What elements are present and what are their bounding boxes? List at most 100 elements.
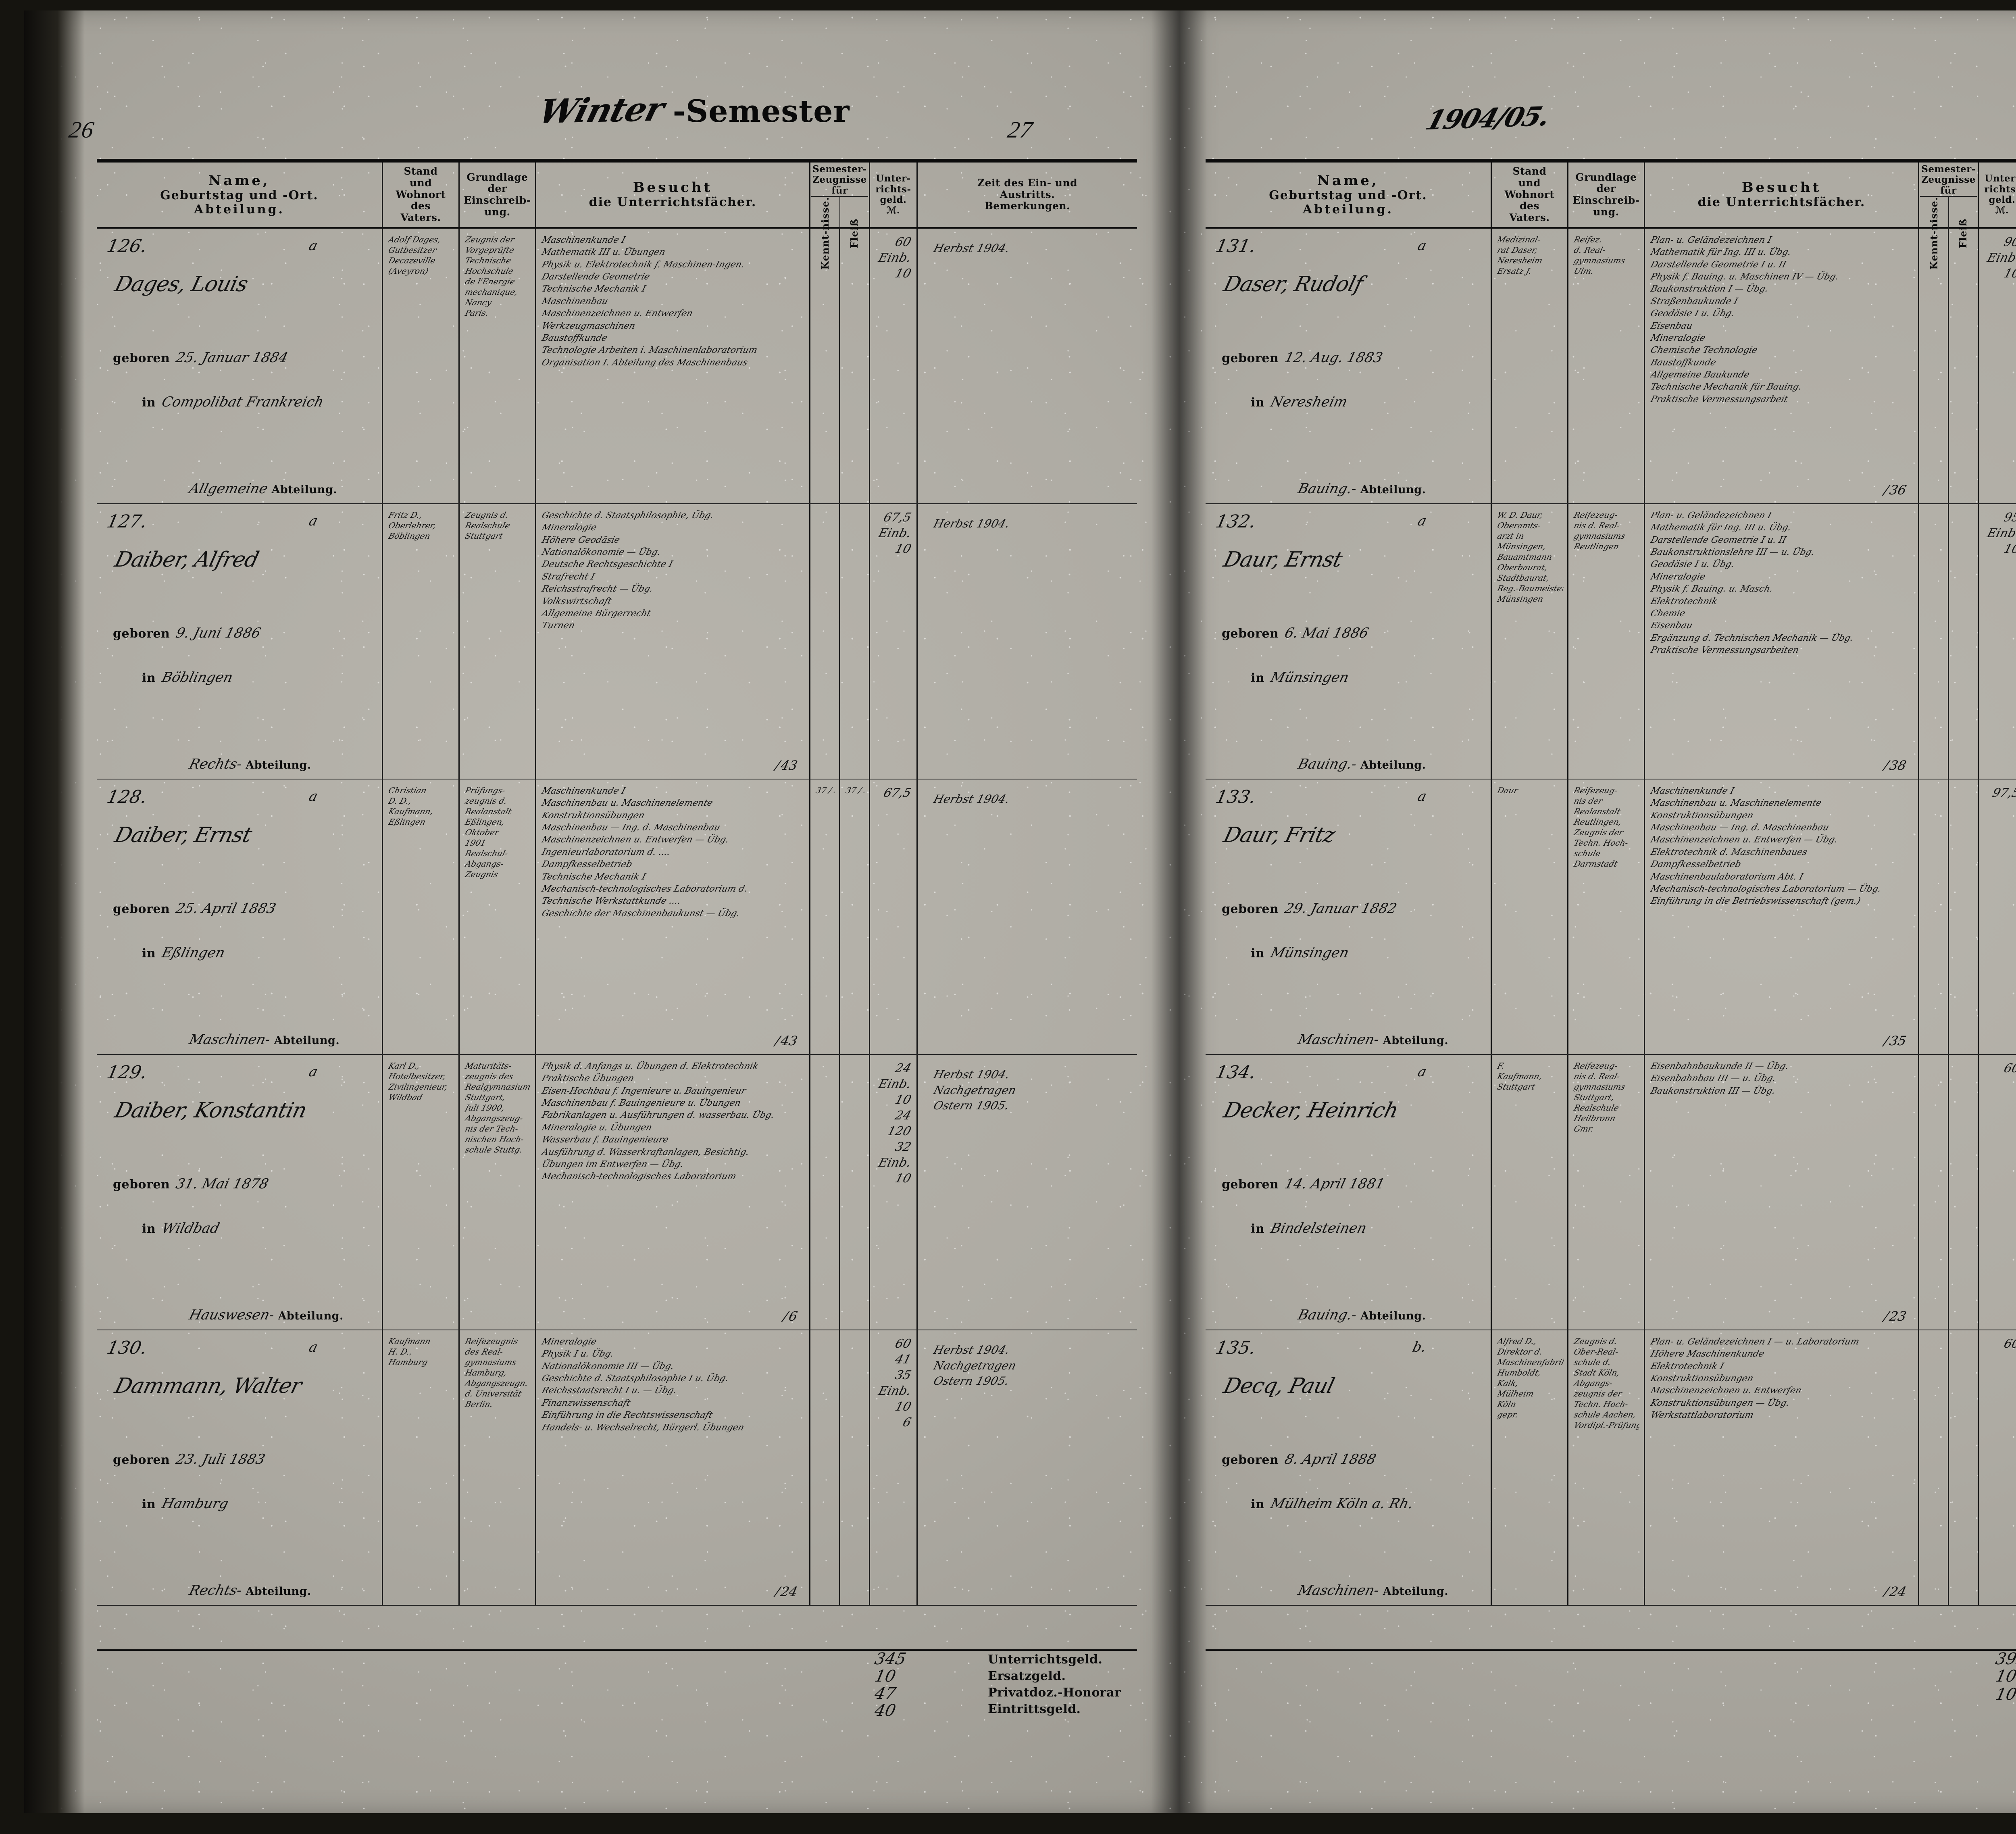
cell-stand-wohnort-vater[interactable]: Alfred D., Direktor d. Maschinenfabrik Humb… <box>1492 1330 1568 1605</box>
zeit-note: Herbst 1904. <box>932 792 1011 806</box>
cell-grundlage-einschreibung[interactable]: Zeugnis d. Ober-Real-schule d. Stadt Köln,… <box>1568 1330 1645 1605</box>
cell-zeugnis-kenntnisse[interactable] <box>810 1055 840 1330</box>
table-row[interactable]: 130. a Dammann, Walter geboren 23. Juli 1883… <box>97 1330 1137 1606</box>
cell-zeit-bemerkungen[interactable]: Herbst 1904. <box>918 779 1137 1054</box>
cell-unterrichtsgeld[interactable]: 60 Einb. 10 <box>870 229 918 503</box>
table-row[interactable]: 134. a Decker, Heinrich geboren 14. April 18… <box>1206 1055 2016 1330</box>
cell-besucht-faecher[interactable]: Eisenbahnbaukunde II — Übg. Eisenbahnbau … <box>1645 1055 1919 1330</box>
handwritten-line: Zeugnis d. <box>1572 1336 1618 1346</box>
cell-zeugnis-fleiss[interactable] <box>840 229 870 503</box>
cell-zeit-bemerkungen[interactable]: Herbst 1904. <box>918 504 1137 779</box>
cell-name[interactable]: 127. a Daiber, Alfred geboren 9. Juni 1886 in… <box>97 504 383 779</box>
cell-stand-wohnort-vater[interactable]: W. D. Daur, Oberamts-arzt in Münsingen, Bau… <box>1492 504 1568 779</box>
cell-name[interactable]: 132. a Daur, Ernst geboren 6. Mai 1886 in Müns… <box>1206 504 1492 779</box>
cell-grundlage-einschreibung[interactable]: Zeugnis der Vorgeprüfte Technische Hochschu… <box>460 229 536 503</box>
zeit-note: Herbst 1904. <box>932 517 1011 530</box>
cell-zeugnis-fleiss[interactable] <box>1949 504 1979 779</box>
header-zeit-l1: Zeit des Ein- und <box>977 177 1078 189</box>
table-row[interactable]: 131. a Daser, Rudolf geboren 12. Aug. 1883 in… <box>1206 229 2016 504</box>
handwritten-line: Mathematik für Ing. III u. Übg. <box>1649 247 1793 258</box>
handwritten-line: Mineralogie <box>540 1337 598 1347</box>
cell-name[interactable]: 135. b. Decq, Paul geboren 8. April 1888 in Mü… <box>1206 1330 1492 1605</box>
table-row[interactable]: 135. b. Decq, Paul geboren 8. April 1888 in Mü… <box>1206 1330 2016 1606</box>
cell-name[interactable]: 134. a Decker, Heinrich geboren 14. April 18… <box>1206 1055 1492 1330</box>
cell-name[interactable]: 128. a Daiber, Ernst geboren 25. April 1883 i… <box>97 779 383 1054</box>
cell-zeugnis-kenntnisse[interactable] <box>1919 1055 1949 1330</box>
cell-name[interactable]: 129. a Daiber, Konstantin geboren 31. Mai 18… <box>97 1055 383 1330</box>
cell-unterrichtsgeld[interactable]: 95 Einb. 10 <box>1979 504 2016 779</box>
cell-zeit-bemerkungen[interactable]: Herbst 1904. Nachgetragen Ostern 1905. <box>918 1330 1137 1605</box>
cell-grundlage-einschreibung[interactable]: Prüfungs-zeugnis d. Realanstalt Eßlingen, O… <box>460 779 536 1054</box>
cell-zeugnis-fleiss[interactable] <box>1949 229 1979 503</box>
cell-stand-wohnort-vater[interactable]: Christian D. D., Kaufmann, Eßlingen <box>383 779 460 1054</box>
cell-grundlage-einschreibung[interactable]: Reifezeug-nis d. Real-gymnasiums Reutling… <box>1568 504 1645 779</box>
cell-zeugnis-fleiss[interactable] <box>840 1330 870 1605</box>
cell-stand-wohnort-vater[interactable]: F. Kaufmann, Stuttgart <box>1492 1055 1568 1330</box>
entry-birth-date: 23. Juli 1883 <box>174 1451 267 1467</box>
table-row[interactable]: 132. a Daur, Ernst geboren 6. Mai 1886 in Müns… <box>1206 504 2016 779</box>
cell-grundlage-einschreibung[interactable]: Reifezeug-nis d. Real-gymnasiums Stuttgar… <box>1568 1055 1645 1330</box>
cell-zeit-bemerkungen[interactable]: Herbst 1904. <box>918 229 1137 503</box>
cell-zeugnis-fleiss[interactable] <box>1949 1055 1979 1330</box>
cell-grundlage-einschreibung[interactable]: Reifez. d. Real-gymnasiums Ulm. <box>1568 229 1645 503</box>
cell-unterrichtsgeld[interactable]: 60 <box>1979 1055 2016 1330</box>
cell-stand-wohnort-vater[interactable]: Adolf Dages, Gutbesitzer Decazeville (Aveyr… <box>383 229 460 503</box>
table-row[interactable]: 128. a Daiber, Ernst geboren 25. April 1883 i… <box>97 779 1137 1055</box>
cell-unterrichtsgeld[interactable]: 24 Einb. 10 24 120 32 Einb. 10 <box>870 1055 918 1330</box>
cell-besucht-faecher[interactable]: Maschinenkunde I Maschinenbau u. Maschine… <box>536 779 810 1054</box>
cell-name[interactable]: 130. a Dammann, Walter geboren 23. Juli 1883… <box>97 1330 383 1605</box>
cell-unterrichtsgeld[interactable]: 67,5 <box>870 779 918 1054</box>
cell-stand-wohnort-vater[interactable]: Daur <box>1492 779 1568 1054</box>
cell-name[interactable]: 126. a Dages, Louis geboren 25. Januar 1884 i… <box>97 229 383 503</box>
cell-unterrichtsgeld[interactable]: 90 Einb. 10 <box>1979 229 2016 503</box>
cell-name[interactable]: 133. a Daur, Fritz geboren 29. Januar 1882 in… <box>1206 779 1492 1054</box>
fee-line: 10 <box>893 1171 913 1186</box>
cell-zeugnis-kenntnisse[interactable] <box>1919 229 1949 503</box>
cell-zeugnis-kenntnisse[interactable] <box>810 504 840 779</box>
cell-grundlage-einschreibung[interactable]: Zeugnis d. Realschule Stuttgart <box>460 504 536 779</box>
handwritten-line: d. Universität <box>464 1389 523 1398</box>
cell-unterrichtsgeld[interactable]: 67,5 Einb. 10 <box>870 504 918 779</box>
cell-zeugnis-fleiss[interactable] <box>840 1055 870 1330</box>
cell-zeugnis-kenntnisse[interactable] <box>810 1330 840 1605</box>
cell-unterrichtsgeld[interactable]: 60 <box>1979 1330 2016 1605</box>
cell-grundlage-einschreibung[interactable]: Reifezeug-nis der Realanstalt Reutlingen, Z… <box>1568 779 1645 1054</box>
cell-besucht-faecher[interactable]: Maschinenkunde I Mathematik III u. Übunge… <box>536 229 810 503</box>
cell-stand-wohnort-vater[interactable]: Karl D., Hotelbesitzer, Zivilingenieur, Wil… <box>383 1055 460 1330</box>
cell-besucht-faecher[interactable]: Plan- u. Geländezeichnen I Mathematik für… <box>1645 504 1919 779</box>
cell-grundlage-einschreibung[interactable]: Maturitäts-zeugnis des Realgymnasium Stutt… <box>460 1055 536 1330</box>
cell-zeugnis-kenntnisse[interactable] <box>810 229 840 503</box>
cell-stand-wohnort-vater[interactable]: Medizinal-rat Daser, Neresheim Ersatz J. <box>1492 229 1568 503</box>
footer-total-label: Privatdoz.-Honorar <box>988 1686 1121 1700</box>
cell-besucht-faecher[interactable]: Mineralogie Physik I u. Übg. Nationalökono… <box>536 1330 810 1605</box>
table-row[interactable]: 129. a Daiber, Konstantin geboren 31. Mai 18… <box>97 1055 1137 1330</box>
cell-besucht-faecher[interactable]: Physik d. Anfangs u. Übungen d. Elektrot… <box>536 1055 810 1330</box>
cell-name[interactable]: 131. a Daser, Rudolf geboren 12. Aug. 1883 in… <box>1206 229 1492 503</box>
cell-besucht-faecher[interactable]: Geschichte d. Staatsphilosophie, Übg. Min… <box>536 504 810 779</box>
cell-unterrichtsgeld[interactable]: 60 41 35 Einb. 10 6 <box>870 1330 918 1605</box>
cell-stand-wohnort-vater[interactable]: Fritz D., Oberlehrer, Böblingen <box>383 504 460 779</box>
handwritten-line: Technologie Arbeiten i. Maschinenlaborat… <box>540 345 759 356</box>
cell-zeugnis-fleiss[interactable] <box>1949 779 1979 1054</box>
fee-line: 32 <box>893 1140 913 1154</box>
table-row[interactable]: 127. a Daiber, Alfred geboren 9. Juni 1886 in… <box>97 504 1137 779</box>
table-row[interactable]: 133. a Daur, Fritz geboren 29. Januar 1882 in… <box>1206 779 2016 1055</box>
cell-besucht-faecher[interactable]: Maschinenkunde I Maschinenbau u. Maschine… <box>1645 779 1919 1054</box>
cell-zeugnis-fleiss[interactable]: 37 / 37-47 <box>840 779 870 1054</box>
cell-unterrichtsgeld[interactable]: 97,5 <box>1979 779 2016 1054</box>
cell-zeugnis-kenntnisse[interactable] <box>1919 504 1949 779</box>
handwritten-line: Mechanisch-technologisches Laboratorium <box>540 1171 737 1182</box>
cell-zeugnis-kenntnisse[interactable] <box>1919 779 1949 1054</box>
cell-zeugnis-kenntnisse[interactable]: 37 / 37-47 <box>810 779 840 1054</box>
cell-zeit-bemerkungen[interactable]: Herbst 1904. Nachgetragen Ostern 1905. <box>918 1055 1137 1330</box>
cell-besucht-faecher[interactable]: Plan- u. Geländezeichnen I — u. Laborato… <box>1645 1330 1919 1605</box>
cell-besucht-faecher[interactable]: Plan- u. Geländezeichnen I Mathematik für… <box>1645 229 1919 503</box>
handwritten-line: Darmstadt <box>1572 859 1619 869</box>
cell-grundlage-einschreibung[interactable]: Reifezeugnis des Real-gymnasiums Hamburg, A… <box>460 1330 536 1605</box>
cell-zeugnis-fleiss[interactable] <box>1949 1330 1979 1605</box>
table-row[interactable]: 126. a Dages, Louis geboren 25. Januar 1884 i… <box>97 229 1137 504</box>
printed-in-label: in <box>142 946 156 961</box>
cell-zeugnis-fleiss[interactable] <box>840 504 870 779</box>
cell-stand-wohnort-vater[interactable]: Kaufmann H. D., Hamburg <box>383 1330 460 1605</box>
cell-zeugnis-kenntnisse[interactable] <box>1919 1330 1949 1605</box>
